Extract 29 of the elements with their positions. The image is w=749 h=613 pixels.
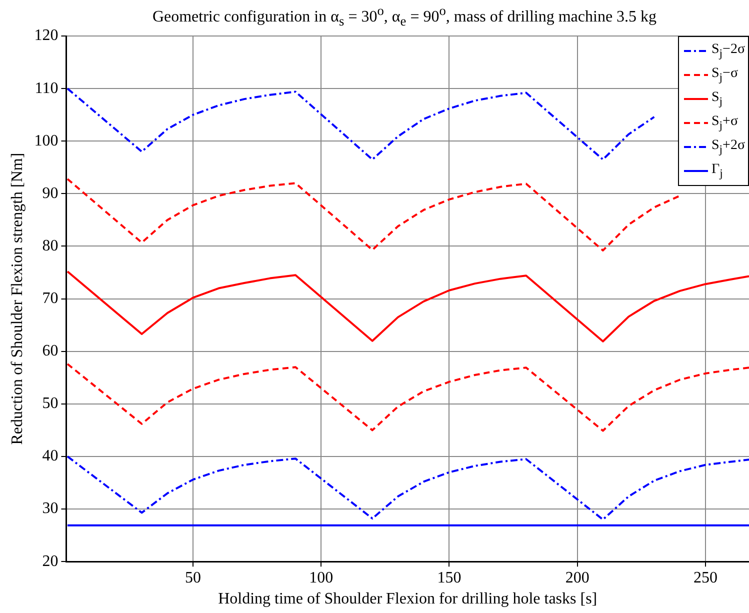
- legend-label: S$_{j}$−2σ: [712, 42, 745, 60]
- y-tick-label: 80: [42, 237, 58, 254]
- y-tick-label: 110: [34, 80, 58, 97]
- x-tick-label: 100: [309, 569, 334, 586]
- y-tick-label: 90: [42, 184, 58, 202]
- y-tick-label: 40: [42, 448, 58, 465]
- legend-label: S$_{j}$+σ: [712, 114, 738, 132]
- line-series: [66, 88, 656, 161]
- legend-label: S$_{j}$−σ: [712, 66, 738, 84]
- x-tick-label: 250: [693, 569, 718, 586]
- x-tick-label: 50: [185, 569, 202, 586]
- line-series: [66, 455, 749, 521]
- x-tick-label: 200: [565, 569, 590, 586]
- y-tick-label: 60: [42, 342, 58, 360]
- y-tick-label: 50: [42, 395, 58, 412]
- chart-title: Geometric configuration in α$_{s}$ = 30$^{o}$, α$_{e}$ = 90$^{o}$, mass of drilling machine 3.5 kg: [152, 3, 657, 29]
- y-axis-title: Reduction of Shoulder Flexion strength [Nm]: [8, 152, 26, 445]
- y-tick-label: 100: [34, 132, 58, 150]
- legend-label: S$_{j}$: [712, 90, 723, 108]
- y-tick-label: 120: [34, 27, 58, 44]
- legend-label: S$_{j}$+2σ: [712, 138, 745, 156]
- y-tick-label: 20: [42, 552, 58, 570]
- line-series: [66, 178, 681, 252]
- x-axis-title: Holding time of Shoulder Flexion for drilling hole tasks [s]: [218, 590, 598, 608]
- y-tick-label: 70: [42, 290, 58, 308]
- x-tick-label: 150: [437, 569, 462, 586]
- line-series: [66, 362, 749, 432]
- y-tick-label: 30: [42, 500, 58, 518]
- legend-label: Γ$_{j}$: [712, 162, 723, 180]
